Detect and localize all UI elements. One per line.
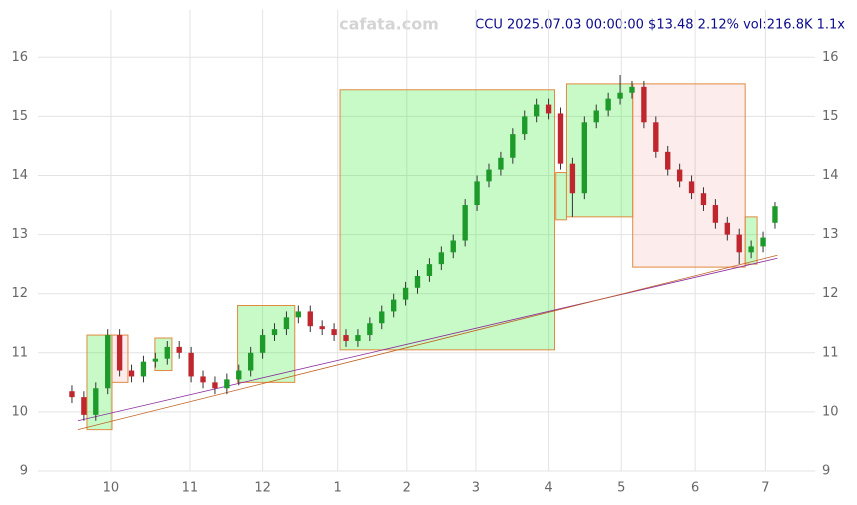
y-tick-label-right: 9 — [822, 464, 830, 479]
candle-body — [69, 391, 75, 398]
x-tick-label: 12 — [254, 481, 271, 496]
y-tick-label-right: 12 — [822, 286, 839, 301]
zone-box — [555, 172, 567, 221]
candle-body — [486, 169, 492, 182]
candle-body — [641, 86, 647, 123]
candle-body — [545, 104, 552, 114]
candle-body — [712, 205, 719, 223]
y-tick-label: 15 — [11, 109, 28, 124]
y-tick-label-right: 15 — [822, 109, 839, 124]
candle-body — [128, 370, 135, 377]
chart-title: CCU 2025.07.03 00:00:00 $13.48 2.12% vol… — [475, 18, 845, 33]
candle-body — [629, 86, 635, 93]
x-tick-label: 5 — [617, 481, 625, 496]
candle-body — [259, 335, 266, 353]
candle-body — [367, 323, 373, 336]
x-tick-label: 6 — [691, 481, 699, 496]
candle-body — [414, 275, 421, 288]
candle-body — [676, 169, 683, 182]
candle-body — [379, 311, 385, 324]
candle-body — [665, 151, 671, 170]
candle-body — [426, 264, 433, 276]
trend-line — [77, 254, 778, 431]
y-tick-label: 12 — [11, 286, 28, 301]
candle-body — [474, 181, 480, 206]
candle-body — [176, 346, 182, 353]
candle-body — [593, 110, 599, 123]
candle-body — [402, 287, 409, 300]
candle-body — [510, 134, 516, 158]
candle-body — [462, 205, 468, 241]
candle-body — [450, 240, 456, 253]
candle-body — [581, 122, 587, 194]
candle-body — [605, 98, 611, 111]
y-tick-label: 13 — [11, 227, 28, 242]
candle-body — [760, 237, 766, 247]
candle-body — [224, 379, 230, 389]
candle-body — [331, 329, 337, 336]
candle-body — [105, 335, 111, 389]
candle-body — [152, 358, 159, 362]
candle-body — [140, 361, 147, 377]
zone-box — [632, 83, 746, 268]
candle-body — [343, 335, 349, 341]
y-tick-label-right: 10 — [822, 404, 839, 419]
candle-body — [212, 382, 218, 389]
y-tick-label-right: 16 — [822, 50, 839, 65]
x-tick-label: 1 — [334, 481, 342, 496]
candle-body — [522, 116, 528, 135]
x-tick-label: 4 — [544, 481, 552, 496]
candle-body — [569, 163, 576, 194]
candle-body — [533, 104, 540, 117]
candle-body — [688, 181, 695, 194]
y-tick-label: 14 — [11, 168, 28, 183]
y-tick-label-right: 13 — [822, 227, 839, 242]
candle-body — [295, 311, 302, 318]
x-tick-label: 10 — [103, 481, 120, 496]
watermark: cafata.com — [339, 15, 439, 34]
candle-body — [736, 234, 742, 253]
candle-body — [283, 317, 290, 330]
y-tick-label-right: 11 — [822, 345, 839, 360]
zone-box — [339, 89, 556, 351]
trend-line — [77, 257, 778, 422]
x-tick-label: 3 — [472, 481, 480, 496]
y-tick-label: 9 — [20, 464, 28, 479]
y-tick-label: 16 — [11, 50, 28, 65]
candle-body — [617, 92, 623, 99]
candle-body — [271, 329, 278, 336]
candle-body — [700, 193, 707, 206]
candle-body — [557, 113, 564, 164]
candle-body — [319, 326, 325, 330]
candle-body — [116, 335, 123, 371]
candle-body — [438, 252, 445, 265]
candle-body — [236, 370, 242, 380]
candle-body — [248, 352, 254, 371]
candle-body — [188, 352, 194, 377]
candle-body — [200, 376, 206, 383]
candle-body — [653, 122, 659, 152]
candle-body — [498, 157, 504, 170]
x-tick-label: 2 — [403, 481, 411, 496]
candle-body — [724, 222, 730, 235]
candle-body — [93, 388, 99, 415]
candle-body — [390, 299, 397, 312]
y-tick-label-right: 14 — [822, 168, 839, 183]
x-tick-label: 7 — [761, 481, 769, 496]
candle-body — [355, 335, 361, 341]
candle-body — [772, 206, 778, 223]
y-tick-label: 10 — [11, 404, 28, 419]
zone-box — [565, 83, 634, 218]
x-tick-label: 11 — [182, 481, 199, 496]
candle-body — [307, 311, 313, 327]
candle-body — [164, 346, 170, 359]
y-tick-label: 11 — [11, 345, 28, 360]
candle-body — [748, 246, 754, 253]
candle-body — [81, 397, 87, 415]
